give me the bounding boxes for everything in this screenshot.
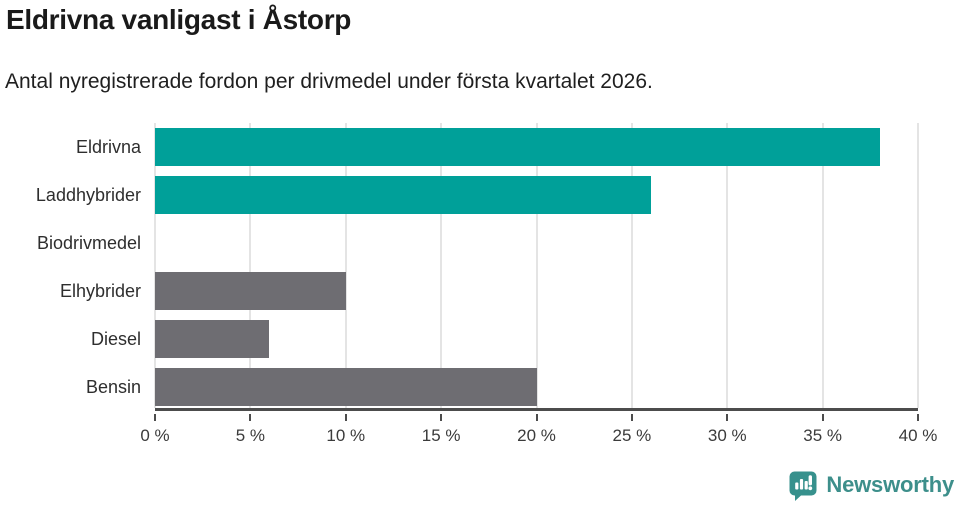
bar-row-bensin (155, 363, 918, 411)
tick-label-5: 5 % (235, 426, 266, 445)
gridline-35 (821, 123, 824, 408)
bar-row-biodrivmedel (155, 219, 918, 267)
plot-area (154, 123, 919, 411)
gridline-0 (154, 123, 156, 408)
bar-row-eldrivna (155, 123, 918, 171)
category-labels: Eldrivna Laddhybrider Biodrivmedel Elhybrid… (0, 123, 141, 411)
chart-title: Eldrivna vanligast i Åstorp (6, 4, 352, 35)
tick-label-25: 25 % (612, 426, 652, 445)
tick-mark-30 (726, 414, 729, 421)
bar-elhybrider (155, 272, 346, 310)
tick-label-15: 15 % (421, 426, 461, 445)
bar-bensin (155, 368, 537, 406)
tick-mark-15 (440, 414, 443, 421)
gridline-10 (344, 123, 347, 408)
gridline-30 (726, 123, 729, 408)
category-label-bensin: Bensin (85, 377, 141, 397)
gridline-15 (440, 123, 443, 408)
category-label-biodrivmedel: Biodrivmedel (36, 233, 141, 253)
bar-row-laddhybrider (155, 171, 918, 219)
tick-mark-0 (154, 414, 156, 421)
newsworthy-logo: Newsworthy (787, 469, 954, 501)
newsworthy-bubble-chart-icon (789, 471, 817, 501)
tick-label-40: 40 % (898, 426, 938, 445)
bar-eldrivna (155, 128, 880, 166)
tick-label-20: 20 % (517, 426, 556, 445)
bars-container (155, 123, 918, 408)
category-label-eldrivna: Eldrivna (75, 137, 141, 157)
tick-mark-25 (630, 414, 633, 421)
tick-mark-20 (535, 414, 538, 421)
bar-row-diesel (155, 315, 918, 363)
tick-mark-40 (917, 414, 919, 421)
tick-mark-35 (821, 414, 824, 421)
tick-mark-10 (344, 414, 347, 421)
gridline-20 (535, 123, 538, 408)
x-axis: 0 % 5 % 10 % 15 % 20 % 25 % 30 % 35 % 40 % (140, 414, 937, 454)
bar-chart: Eldrivna Laddhybrider Biodrivmedel Elhybrid… (0, 123, 960, 445)
bar-laddhybrider (155, 176, 651, 214)
tick-label-30: 30 % (707, 426, 747, 445)
tick-mark-5 (249, 414, 252, 421)
gridline-40 (917, 123, 919, 408)
gridline-25 (630, 123, 633, 408)
bar-row-elhybrider (155, 267, 918, 315)
category-label-elhybrider: Elhybrider (59, 281, 141, 301)
newsworthy-wordmark: Newsworthy (826, 472, 954, 497)
category-label-laddhybrider: Laddhybrider (35, 185, 141, 205)
chart-subtitle: Antal nyregistrerade fordon per drivmede… (5, 70, 653, 93)
tick-label-35: 35 % (803, 426, 842, 445)
gridline-5 (249, 123, 252, 408)
category-label-diesel: Diesel (90, 329, 141, 349)
tick-label-10: 10 % (326, 426, 366, 445)
tick-label-0: 0 % (140, 426, 170, 445)
bar-diesel (155, 320, 270, 358)
